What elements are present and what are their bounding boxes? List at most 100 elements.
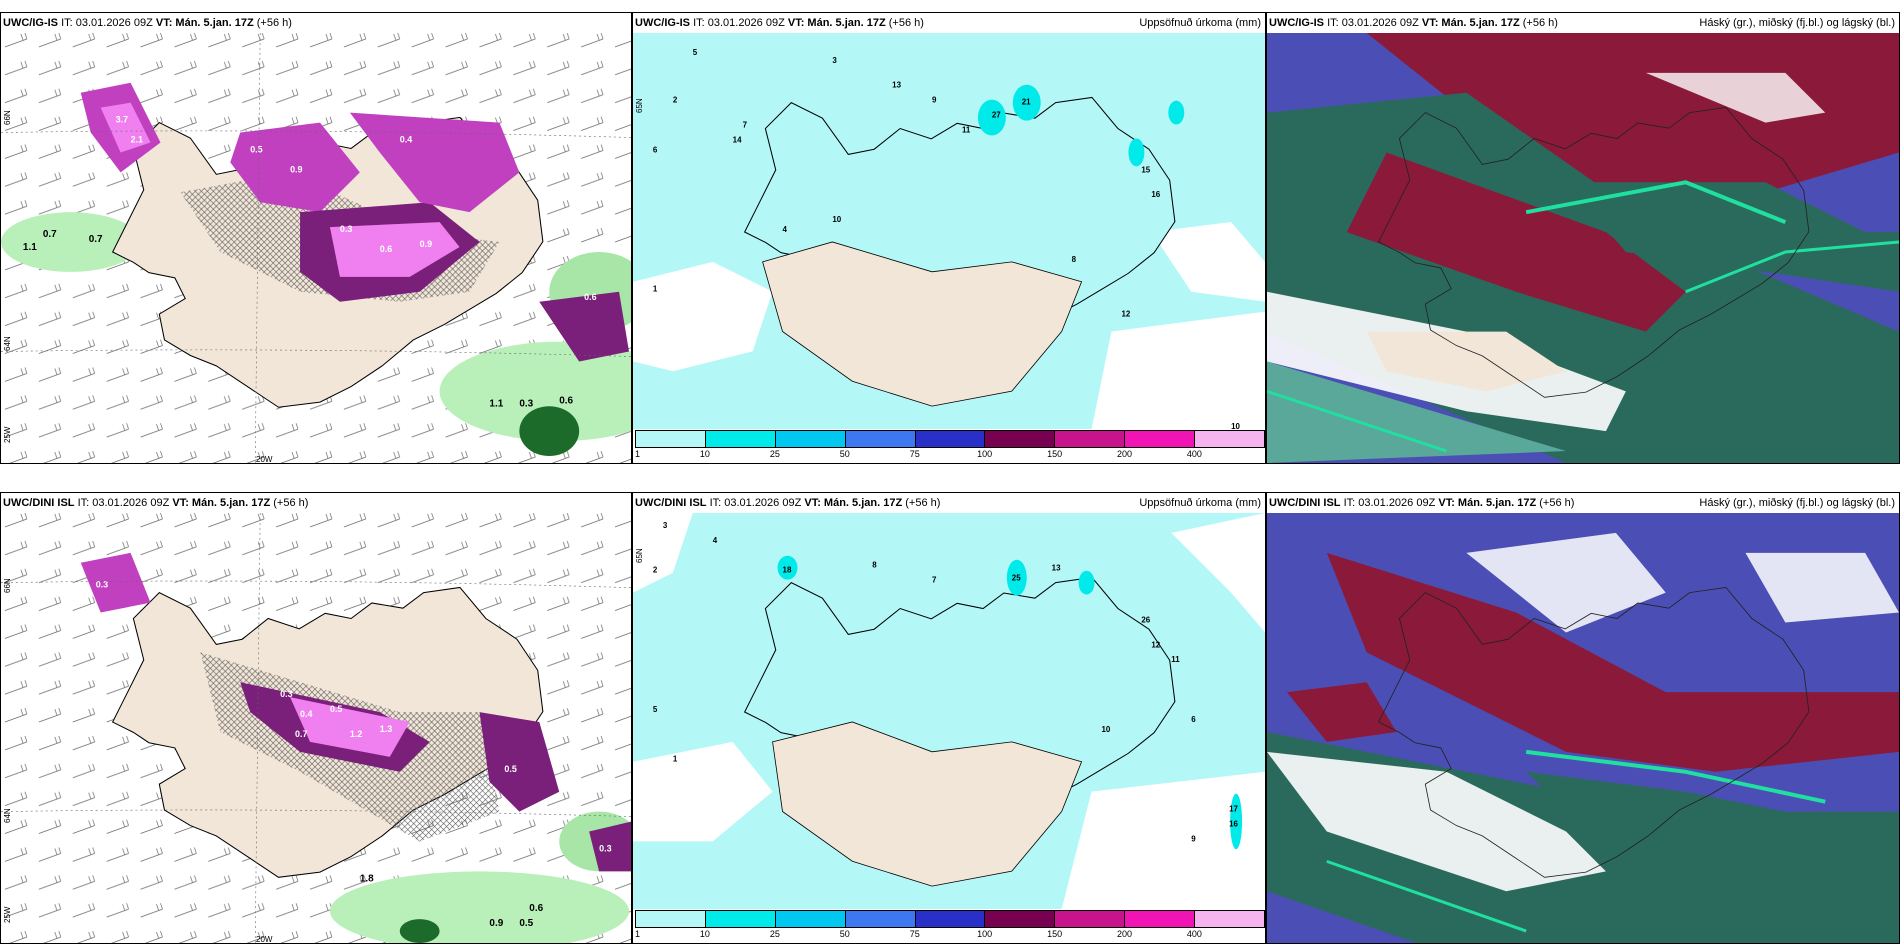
colorbar-labels: 1 10 25 50 75 100 150 200 400 [635, 928, 1265, 940]
precip-value: 9 [932, 96, 937, 105]
colorbar-label: 100 [977, 449, 993, 459]
rain-label: 1.1 [489, 398, 503, 409]
snow-label: 0.4 [400, 134, 412, 144]
lat-label: 65N [635, 98, 644, 113]
lead-time: (+56 h) [273, 497, 309, 509]
precip-value: 15 [1141, 165, 1150, 174]
colorbar-swatch [1195, 431, 1265, 447]
field-description: Háský (gr.), miðský (fj.bl.) og lágský (… [1699, 497, 1895, 509]
snow-wind-map[interactable]: 3.7 2.1 0.5 0.9 0.3 0.4 0.6 0.9 0.6 1.1 … [1, 33, 631, 463]
precip-value: 6 [653, 145, 658, 154]
precip-value: 17 [1229, 804, 1238, 813]
lead-time: (+56 h) [1522, 17, 1558, 29]
precip-value: 27 [992, 111, 1001, 120]
snow-label: 0.6 [380, 244, 392, 254]
colorbar-label: 10 [699, 929, 710, 939]
snow-label: 0.5 [250, 144, 262, 154]
precip-colorbar: 1 10 25 50 75 100 150 200 400 [635, 910, 1265, 942]
colorbar-label: 400 [1186, 929, 1202, 939]
cloud-map[interactable] [1267, 513, 1899, 943]
precip-value: 2 [653, 566, 658, 575]
colorbar-label: 100 [977, 929, 993, 939]
lon-label: 20W [256, 455, 273, 464]
colorbar-swatch [915, 431, 986, 447]
colorbar-label: 10 [699, 449, 710, 459]
colorbar-label: 50 [839, 449, 850, 459]
snow-label: 0.4 [300, 709, 312, 719]
colorbar-swatch [636, 911, 706, 927]
colorbar-label: 150 [1047, 449, 1063, 459]
colorbar-swatch [775, 911, 846, 927]
field-description: Uppsöfnuð úrkoma (mm) [1139, 17, 1261, 29]
precip-value: 16 [1229, 819, 1238, 828]
snow-label: 0.3 [280, 689, 292, 699]
rain-label: 1.1 [23, 242, 37, 253]
field-description: Háský (gr.), miðský (fj.bl.) og lágský (… [1699, 17, 1895, 29]
precip-value: 25 [1012, 574, 1021, 583]
colorbar-swatch [845, 431, 916, 447]
lead-time: (+56 h) [905, 497, 941, 509]
precip-value: 8 [1072, 255, 1077, 264]
precip-value: 13 [892, 81, 901, 90]
colorbar-label: 75 [909, 929, 920, 939]
colorbar-label: 1 [635, 449, 641, 459]
rain-label: 0.6 [559, 395, 573, 406]
precip-value: 1 [653, 285, 658, 294]
snow-label: 0.3 [599, 843, 611, 853]
colorbar-swatch [1125, 431, 1196, 447]
model-label: UWC/DINI ISL [1269, 497, 1341, 509]
panel-header: UWC/IG-IS IT: 03.01.2026 09Z VT: Mán. 5.… [633, 13, 1265, 33]
lat-label: 64N [3, 808, 12, 823]
lat-label: 66N [3, 578, 12, 593]
map-panel-bottom-right: UWC/DINI ISL IT: 03.01.2026 09Z VT: Mán.… [1266, 492, 1900, 944]
colorbar-label: 400 [1186, 449, 1202, 459]
map-panel-top-left: UWC/IG-IS IT: 03.01.2026 09Z VT: Mán. 5.… [0, 12, 632, 464]
snow-label: 0.3 [340, 224, 352, 234]
map-panel-bottom-middle: UWC/DINI ISL IT: 03.01.2026 09Z VT: Mán.… [632, 492, 1266, 944]
init-time: IT: 03.01.2026 09Z [1343, 497, 1436, 509]
rain-label: 0.7 [43, 229, 57, 240]
precip-value: 3 [663, 521, 668, 530]
precip-value: 12 [1121, 310, 1130, 319]
snow-label: 0.5 [330, 704, 342, 714]
colorbar-swatches [635, 430, 1265, 448]
precip-value: 10 [1231, 422, 1240, 429]
snow-wind-map[interactable]: 0.3 0.3 0.4 0.5 0.7 1.2 1.3 0.5 0.3 1.8 … [1, 513, 631, 943]
precip-value: 21 [1022, 98, 1031, 107]
colorbar-label: 200 [1116, 449, 1133, 459]
model-label: UWC/IG-IS [1269, 17, 1324, 29]
precip-value: 10 [832, 215, 841, 224]
snow-label: 0.5 [504, 764, 516, 774]
model-label: UWC/DINI ISL [3, 497, 75, 509]
init-time: IT: 03.01.2026 09Z [77, 497, 170, 509]
lead-time: (+56 h) [256, 17, 292, 29]
precip-map[interactable]: 3 4 2 8 7 18 25 13 26 12 11 10 6 17 16 5… [633, 513, 1265, 909]
lat-label: 64N [3, 336, 12, 351]
rain-label: 0.5 [519, 918, 533, 929]
lead-time: (+56 h) [1539, 497, 1575, 509]
precip-value: 7 [743, 121, 748, 130]
rain-label: 0.9 [489, 918, 503, 929]
precip-map[interactable]: 5 3 2 6 7 13 9 11 21 27 4 10 12 15 16 8 … [633, 33, 1265, 429]
colorbar-label: 50 [839, 929, 850, 939]
precip-value: 6 [1191, 715, 1196, 724]
valid-time: VT: Mán. 5.jan. 17Z [804, 497, 903, 509]
lat-label: 65N [635, 548, 644, 563]
precip-value: 11 [1171, 655, 1180, 664]
precip-value: 10 [1102, 725, 1111, 734]
init-time: IT: 03.01.2026 09Z [709, 497, 802, 509]
cloud-map[interactable] [1267, 33, 1899, 463]
rain-label: 0.7 [89, 234, 103, 245]
snow-label: 1.3 [380, 724, 392, 734]
precip-value: 16 [1151, 190, 1160, 199]
map-panel-top-middle: UWC/IG-IS IT: 03.01.2026 09Z VT: Mán. 5.… [632, 12, 1266, 464]
valid-time: VT: Mán. 5.jan. 17Z [172, 497, 271, 509]
precip-value: 26 [1141, 615, 1150, 624]
colorbar-label: 75 [909, 449, 920, 459]
snow-label: 0.6 [584, 292, 596, 302]
colorbar-labels: 1 10 25 50 75 100 150 200 400 [635, 448, 1265, 460]
model-label: UWC/DINI ISL [635, 497, 707, 509]
snow-label: 0.3 [96, 580, 108, 590]
colorbar-swatch [1125, 911, 1196, 927]
init-time: IT: 03.01.2026 09Z [1327, 17, 1419, 29]
